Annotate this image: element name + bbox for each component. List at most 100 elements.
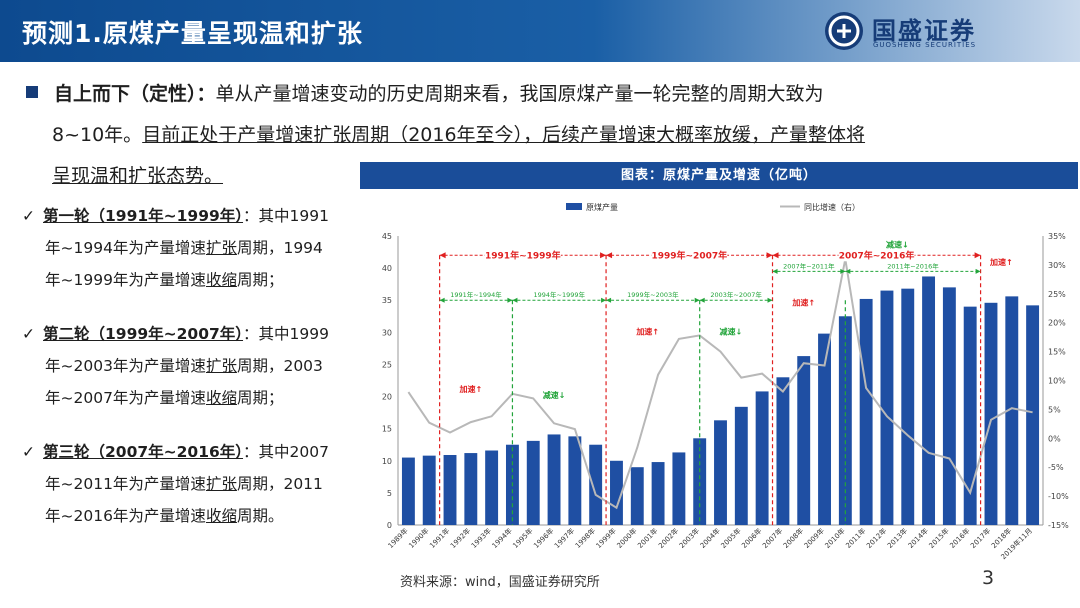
chart-title: 图表：原煤产量及增速（亿吨） [360, 162, 1078, 189]
cycle-keyword: 扩张 [205, 357, 237, 375]
bar [672, 452, 686, 525]
check-icon: ✓ [22, 325, 35, 343]
bar [818, 333, 831, 525]
decel-label: 减速↓ [543, 390, 566, 400]
bar [880, 290, 894, 525]
x-tick-label: 1993年 [469, 526, 493, 550]
decel-label: 减速↓ [720, 326, 743, 336]
cycle-text: ：其中2007 [243, 443, 329, 461]
cycle-text: 周期； [236, 389, 284, 407]
cycle-keyword: 收缩 [205, 271, 237, 289]
cycle-keyword: 收缩 [205, 389, 237, 407]
y-right-tick-label: 15% [1048, 348, 1066, 357]
cycle-text: 周期； [236, 271, 284, 289]
bar [443, 454, 457, 525]
cycle-text: 年~2007年为产量增速 [45, 389, 206, 407]
x-tick-label: 1999年 [594, 526, 618, 550]
arrowhead-right-icon [840, 268, 846, 274]
cycle-item-2: ✓ 第二轮（1999年~2007年）：其中1999 年~2003年为产量增速扩张周… [22, 318, 357, 414]
accel-label: 加速↑ [989, 257, 1013, 267]
x-tick-label: 2002年 [656, 526, 680, 550]
lead-text-2b: 目前正处于产量增速扩张周期（2016年至今），后续产量增速大概率放缓，产量整体将 [142, 124, 866, 146]
x-tick-label: 1992年 [448, 526, 472, 550]
x-tick-label: 2000年 [615, 526, 639, 550]
cycle-list: ✓ 第一轮（1991年~1999年）：其中1991 年~1994年为产量增速扩张周… [22, 200, 357, 554]
major-period-label: 1999年~2007年 [651, 249, 727, 261]
check-icon: ✓ [22, 207, 35, 225]
y-left-tick-label: 35 [382, 296, 392, 305]
y-left-tick-label: 25 [382, 360, 392, 369]
lead-text-3: 呈现温和扩张态势。 [52, 165, 224, 187]
bar [942, 287, 956, 525]
x-tick-label: 2001年 [636, 526, 660, 550]
y-left-tick-label: 0 [387, 521, 392, 530]
legend-bar-swatch [566, 203, 582, 210]
page-number: 3 [982, 567, 995, 589]
y-left-tick-label: 10 [382, 457, 392, 466]
arrowhead-left-icon [606, 297, 612, 303]
y-left-tick-label: 5 [387, 489, 392, 498]
arrowhead-right-icon [507, 297, 513, 303]
accel-label: 加速↑ [458, 384, 482, 394]
cycle-text: ：其中1991 [243, 207, 329, 225]
bar [422, 455, 436, 525]
arrowhead-left-icon [439, 252, 446, 259]
cycle-text: 年~1999年为产量增速 [45, 271, 206, 289]
y-right-tick-label: 30% [1048, 261, 1066, 270]
sub-period-label: 1991年~1994年 [450, 290, 502, 299]
arrowhead-right-icon [974, 252, 981, 259]
x-tick-label: 2005年 [719, 526, 743, 550]
cycle-title: 第二轮（1999年~2007年） [43, 325, 244, 343]
cycle-title: 第三轮（2007年~2016年） [43, 443, 244, 461]
legend-line-label: 同比增速（右） [804, 202, 860, 212]
y-left-tick-label: 45 [382, 232, 392, 241]
bar [1026, 305, 1040, 525]
cycle-text: 周期，2011 [236, 475, 323, 493]
y-right-tick-label: 25% [1048, 290, 1066, 299]
bar [755, 391, 769, 525]
x-tick-label: 1991年 [428, 526, 452, 550]
lead-paragraph: 自上而下（定性）：单从产量增速变动的历史周期来看，我国原煤产量一轮完整的周期大致… [26, 74, 1056, 197]
check-icon: ✓ [22, 443, 35, 461]
lead-text-1: 单从产量增速变动的历史周期来看，我国原煤产量一轮完整的周期大致为 [215, 83, 824, 105]
y-right-tick-label: 20% [1048, 319, 1066, 328]
x-tick-label: 2004年 [698, 526, 722, 550]
x-tick-label: 2015年 [927, 526, 951, 550]
cycle-text: 周期，2003 [236, 357, 323, 375]
y-right-tick-label: 0% [1048, 434, 1061, 443]
x-tick-label: 2008年 [781, 526, 805, 550]
x-tick-label: 1994年 [490, 526, 514, 550]
logo-name: 国盛证券 [872, 17, 976, 45]
y-right-tick-label: -10% [1048, 492, 1069, 501]
bar [464, 453, 478, 525]
major-period-label-bg [651, 248, 728, 262]
bar [714, 420, 727, 525]
x-tick-label: 2010年 [823, 526, 847, 550]
bar [797, 356, 811, 525]
sub-period-label: 2007年~2011年 [783, 261, 835, 270]
cycle-item-1: ✓ 第一轮（1991年~1999年）：其中1991 年~1994年为产量增速扩张周… [22, 200, 357, 296]
x-tick-label: 2007年 [760, 526, 784, 550]
x-tick-label: 1995年 [511, 526, 535, 550]
decel-label: 减速↓ [886, 240, 909, 250]
bar [589, 444, 603, 525]
bar [984, 302, 998, 525]
bar [526, 440, 540, 525]
arrowhead-right-icon [601, 297, 607, 303]
lead-line-2: 8~10年。目前正处于产量增速扩张周期（2016年至今），后续产量增速大概率放缓… [26, 115, 1056, 156]
bar [651, 462, 665, 525]
arrowhead-left-icon [772, 252, 779, 259]
arrowhead-left-icon [772, 268, 778, 274]
sub-period-label: 1999年~2003年 [627, 290, 679, 299]
cycle-text: 周期。 [236, 507, 284, 525]
bar [963, 306, 977, 525]
x-tick-label: 2009年 [802, 526, 826, 550]
cycle-text: 周期，1994 [236, 239, 323, 257]
bullet-square-icon [26, 86, 38, 98]
bar [1005, 296, 1019, 525]
arrowhead-left-icon [845, 268, 851, 274]
cycle-keyword: 扩张 [205, 239, 237, 257]
cycle-text: 年~2016年为产量增速 [45, 507, 206, 525]
cycle-keyword: 收缩 [205, 507, 237, 525]
sub-period-label: 2011年~2016年 [887, 261, 939, 270]
